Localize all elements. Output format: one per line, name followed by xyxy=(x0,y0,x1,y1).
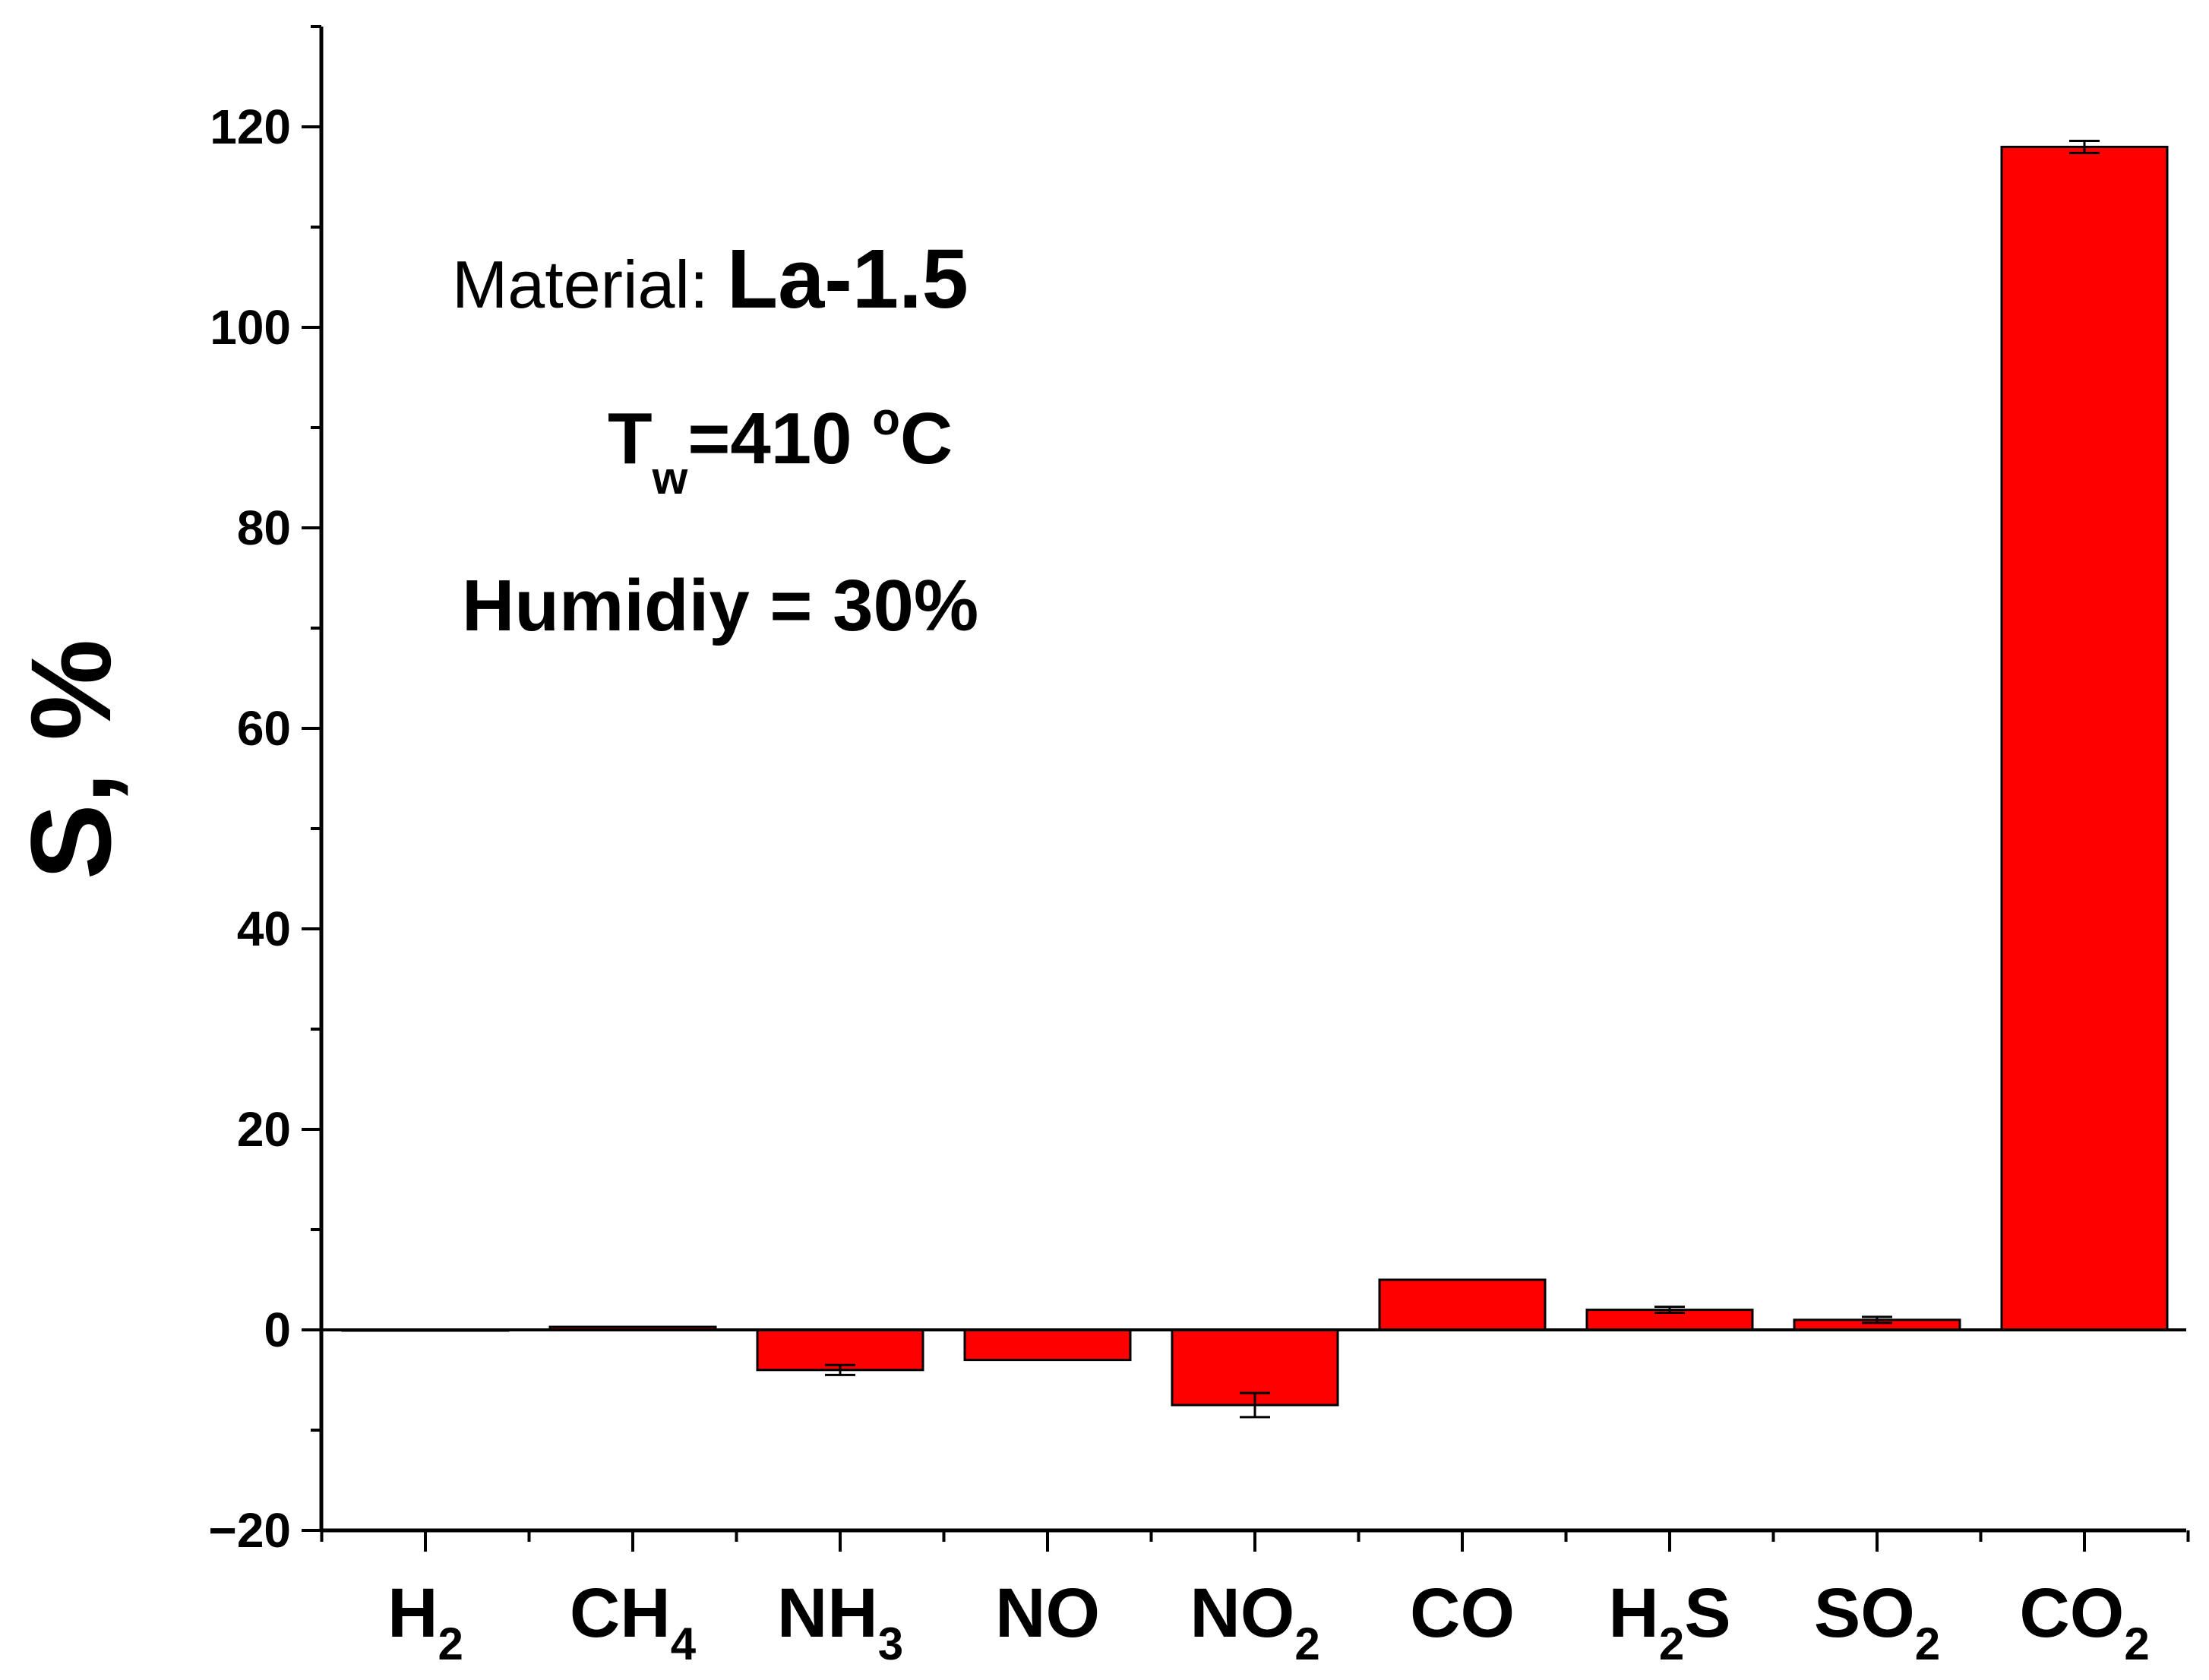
annotation-temp-unit: C xyxy=(900,398,953,479)
y-tick-label: 60 xyxy=(237,701,291,756)
y-tick-label: −20 xyxy=(208,1503,291,1558)
annotation-material: Material: La-1.5 xyxy=(452,232,969,326)
axes-layer xyxy=(302,25,2190,1552)
annotation-humidity: Humidiy = 30% xyxy=(462,565,978,646)
y-tick-label: 100 xyxy=(210,300,291,355)
error-bar-so2 xyxy=(1862,1315,1892,1325)
annotation-temp-sub: w xyxy=(652,453,688,504)
bar-no xyxy=(963,1328,1132,1362)
annotation-temp-degree: o xyxy=(872,393,900,444)
x-tick-label: NO2 xyxy=(1190,1574,1319,1669)
x-tick-label: H2S xyxy=(1608,1574,1730,1669)
x-tick-label: NO xyxy=(995,1574,1100,1652)
annotation-temp-base: T xyxy=(608,398,653,479)
error-bar-co2 xyxy=(2069,139,2100,154)
annotation-material-label: Material: xyxy=(452,247,727,322)
x-tick-label: CO xyxy=(1410,1574,1515,1652)
y-tick-label: 20 xyxy=(237,1102,291,1157)
x-tick-label: CH4 xyxy=(570,1574,697,1669)
annotation-temp-value: =410 xyxy=(687,398,872,479)
y-tick-label: 40 xyxy=(237,902,291,956)
annotation-material-value: La-1.5 xyxy=(727,232,969,326)
annotation-temperature: Tw=410 oC xyxy=(608,393,953,504)
bars-layer xyxy=(341,139,2169,1419)
y-tick-label: 0 xyxy=(264,1303,291,1357)
x-tick-label: H2 xyxy=(387,1574,463,1669)
bar-nh3 xyxy=(756,1328,924,1372)
x-tick-label: NH3 xyxy=(777,1574,903,1669)
y-axis-label: S, % xyxy=(7,639,134,880)
error-bar-nh3 xyxy=(825,1363,855,1376)
bar-co2 xyxy=(2000,145,2169,1331)
y-tick-label: 120 xyxy=(210,99,291,154)
y-tick-label: 80 xyxy=(237,501,291,555)
labels-layer: −20 0 20 40 60 80 100 120 H2 CH4 NH3 NO NO2 CO H2S SO2 C… xyxy=(208,99,2149,1669)
x-tick-label: CO2 xyxy=(2019,1574,2149,1669)
error-bar-no2 xyxy=(1240,1391,1270,1419)
error-bar-h2s xyxy=(1654,1306,1685,1315)
bar-co xyxy=(1378,1278,1547,1331)
x-tick-label: SO2 xyxy=(1814,1574,1940,1669)
